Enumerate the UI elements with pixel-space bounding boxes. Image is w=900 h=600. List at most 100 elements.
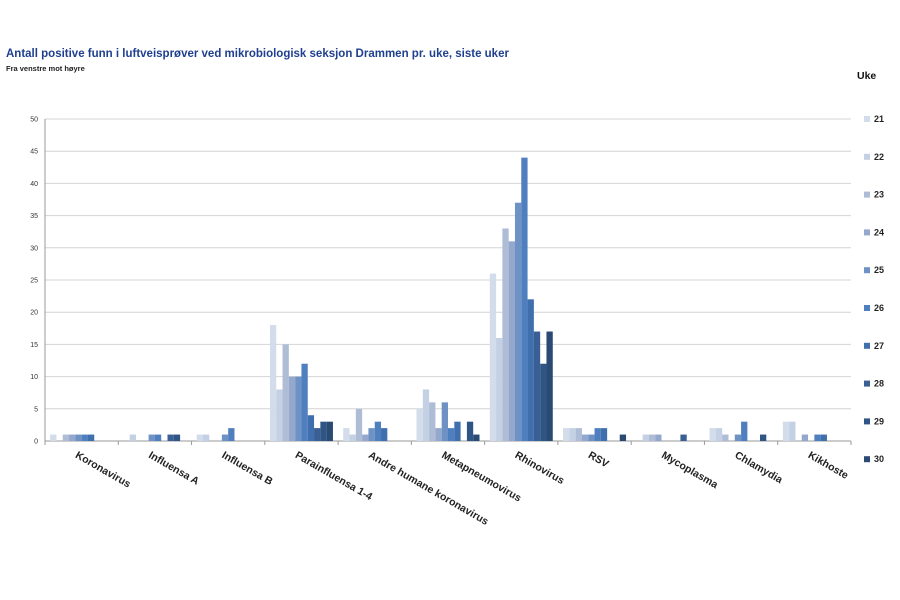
legend-swatch bbox=[864, 229, 870, 236]
legend-swatch bbox=[864, 342, 870, 349]
bar bbox=[429, 402, 436, 441]
bar bbox=[75, 434, 82, 441]
bar bbox=[508, 241, 515, 441]
legend-label: 22 bbox=[874, 152, 884, 162]
bar bbox=[381, 428, 388, 441]
bar bbox=[473, 434, 480, 441]
bar bbox=[167, 434, 174, 441]
bar bbox=[594, 428, 601, 441]
bar bbox=[276, 389, 283, 441]
legend-swatch bbox=[864, 305, 870, 311]
y-tick-label: 5 bbox=[34, 406, 38, 413]
category-label: Influensa B bbox=[220, 449, 275, 488]
bar bbox=[514, 202, 522, 441]
y-tick-label: 50 bbox=[30, 117, 38, 124]
bar bbox=[368, 428, 375, 441]
bar bbox=[581, 434, 589, 441]
y-tick-label: 25 bbox=[30, 278, 38, 285]
bar bbox=[600, 428, 608, 441]
bar bbox=[563, 428, 570, 441]
bar bbox=[734, 434, 742, 441]
bar bbox=[540, 363, 547, 441]
y-tick-label: 40 bbox=[30, 181, 38, 188]
legend-swatch bbox=[864, 153, 870, 160]
bar bbox=[221, 434, 229, 441]
legend-swatch bbox=[864, 380, 870, 387]
category-label: Andre humane koronavirus bbox=[366, 449, 490, 528]
bar bbox=[575, 428, 582, 441]
legend-label: 25 bbox=[874, 265, 884, 275]
bar bbox=[546, 331, 553, 441]
chart-subtitle: Fra venstre mot høyre bbox=[6, 64, 85, 73]
category-label: Koronavirus bbox=[73, 449, 133, 490]
bar bbox=[489, 273, 497, 441]
bar bbox=[202, 434, 210, 441]
bar bbox=[435, 428, 442, 441]
y-tick-label: 20 bbox=[30, 310, 38, 317]
bar bbox=[527, 299, 534, 441]
bar bbox=[619, 434, 627, 441]
chart-title: Antall positive funn i luftveisprøver ve… bbox=[6, 48, 509, 60]
bar bbox=[269, 325, 277, 441]
bar bbox=[173, 434, 181, 441]
bar bbox=[655, 434, 662, 441]
bar bbox=[648, 434, 656, 441]
bar bbox=[533, 331, 541, 441]
bar bbox=[569, 428, 576, 441]
bar bbox=[87, 434, 95, 441]
bar bbox=[680, 434, 687, 441]
legend-label: 28 bbox=[874, 379, 884, 389]
bar bbox=[759, 434, 767, 441]
bar bbox=[295, 376, 302, 441]
bar bbox=[502, 228, 509, 441]
legend-label: 26 bbox=[874, 303, 884, 313]
y-tick-label: 15 bbox=[30, 342, 38, 349]
bar bbox=[326, 421, 333, 441]
bar bbox=[50, 434, 57, 441]
bar bbox=[722, 434, 729, 441]
legend-label: 27 bbox=[874, 341, 884, 351]
bar bbox=[801, 434, 809, 441]
y-tick-label: 30 bbox=[30, 245, 38, 252]
y-tick-label: 0 bbox=[34, 439, 38, 446]
bar bbox=[466, 421, 474, 441]
bar bbox=[129, 434, 137, 441]
bar bbox=[301, 363, 308, 441]
bar bbox=[715, 428, 723, 441]
legend-label: 29 bbox=[874, 416, 884, 426]
legend-label: 21 bbox=[874, 114, 884, 124]
bar bbox=[349, 434, 356, 441]
category-label: Mycoplasma bbox=[659, 449, 720, 491]
bar bbox=[307, 415, 315, 441]
bar bbox=[814, 434, 821, 441]
bar bbox=[789, 421, 796, 441]
bar bbox=[820, 434, 827, 441]
legend-label: 30 bbox=[874, 454, 884, 464]
bar bbox=[282, 344, 289, 441]
bar bbox=[588, 434, 595, 441]
bar bbox=[521, 157, 528, 441]
legend-title: Uke bbox=[857, 70, 877, 82]
category-label: RSV bbox=[586, 449, 611, 470]
bar bbox=[81, 434, 88, 441]
bar bbox=[69, 434, 76, 441]
legend-swatch bbox=[864, 456, 870, 463]
bar bbox=[709, 428, 716, 441]
y-tick-label: 35 bbox=[30, 213, 38, 220]
legend-swatch bbox=[864, 267, 870, 274]
bar bbox=[416, 408, 423, 441]
bar bbox=[454, 421, 461, 441]
category-label: Chlamydia bbox=[733, 449, 785, 486]
bar bbox=[441, 402, 448, 441]
bar bbox=[288, 376, 296, 441]
bar bbox=[196, 434, 203, 441]
category-label: Rhinovirus bbox=[513, 449, 567, 487]
category-label: Kikhoste bbox=[806, 449, 851, 482]
category-label: Influensa A bbox=[146, 449, 201, 488]
bar bbox=[320, 421, 327, 441]
bar bbox=[355, 408, 363, 441]
bar bbox=[228, 428, 235, 441]
bar bbox=[362, 434, 369, 441]
bar bbox=[343, 428, 350, 441]
